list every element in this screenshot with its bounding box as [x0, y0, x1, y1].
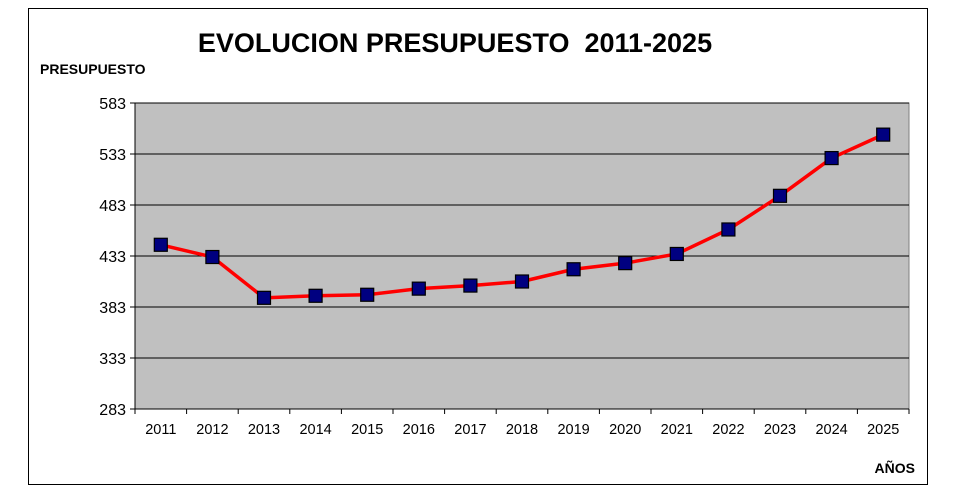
data-point	[669, 246, 684, 262]
x-tick-label: 2020	[609, 422, 641, 438]
x-tick-label: 2011	[145, 422, 176, 438]
x-tick-label: 2016	[403, 422, 435, 438]
data-point	[256, 290, 272, 305]
x-tick-label: 2022	[712, 422, 744, 438]
y-tick-label: 583	[99, 96, 126, 113]
data-point	[463, 278, 478, 293]
y-tick-label: 283	[99, 402, 126, 419]
x-tick-label: 2019	[557, 422, 589, 438]
x-tick-label: 2015	[351, 422, 383, 438]
data-point	[514, 274, 530, 289]
data-point	[360, 287, 375, 302]
data-point	[153, 237, 168, 252]
data-point	[308, 288, 323, 303]
x-tick-label: 2017	[454, 422, 486, 438]
y-tick-label: 483	[99, 198, 126, 215]
x-axis-title: AÑOS	[875, 459, 915, 476]
y-tick-label: 433	[99, 249, 126, 266]
data-point	[618, 256, 633, 271]
chart-title: EVOLUCION PRESUPUESTO 2011-2025	[198, 28, 712, 58]
y-tick-label: 333	[99, 351, 126, 368]
y-tick-label: 533	[99, 147, 126, 164]
data-point	[411, 281, 426, 296]
x-tick-label: 2024	[815, 422, 847, 438]
data-point	[721, 222, 736, 237]
data-point	[824, 150, 839, 166]
x-tick-label: 2018	[506, 422, 538, 438]
y-tick-label: 383	[99, 300, 126, 317]
x-tick-label: 2013	[248, 422, 280, 438]
x-tick-label: 2014	[299, 422, 331, 438]
data-point	[205, 249, 220, 265]
x-tick-label: 2023	[764, 422, 796, 438]
x-tick-label: 2012	[196, 422, 228, 438]
data-point	[876, 127, 891, 142]
x-tick-label: 2021	[661, 422, 693, 438]
plot-area: 583 533 483 433 383 333 283 2011 2012 2013 2014 201…	[99, 96, 910, 438]
data-point	[566, 262, 581, 277]
chart-frame	[28, 8, 928, 485]
y-axis-title: PRESUPUESTO	[40, 61, 146, 77]
data-point	[772, 188, 788, 203]
x-tick-label: 2025	[867, 422, 899, 438]
